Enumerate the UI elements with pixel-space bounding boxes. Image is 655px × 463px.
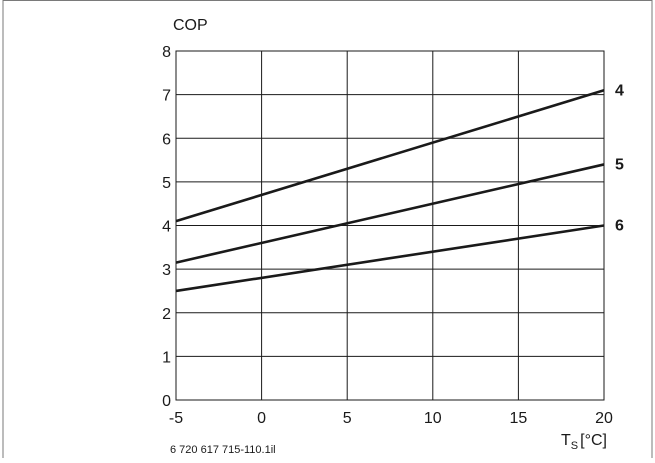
series-line-4 (175, 89, 605, 223)
x-tick-label--5: -5 (169, 410, 183, 427)
series-layer: 4 5 6 (175, 82, 624, 293)
y-tick-label-3: 3 (162, 262, 171, 279)
grid-layer (176, 51, 604, 400)
y-tick-label-1: 1 (162, 349, 171, 366)
series-line-6 (175, 224, 605, 293)
plot-area-border (175, 50, 605, 401)
y-tick-label-5: 5 (162, 175, 171, 192)
x-tick-label-0: 0 (257, 410, 266, 427)
x-axis-title-unit: [°C] (580, 432, 607, 449)
series-label-6: 6 (615, 218, 624, 235)
y-tick-label-8: 8 (162, 44, 171, 61)
y-tick-label-0: 0 (162, 393, 171, 410)
x-axis-title: TS [°C] (561, 432, 607, 452)
x-tick-label-5: 5 (343, 410, 352, 427)
figure-id: 6 720 617 715-110.1il (170, 444, 276, 456)
y-tick-label-4: 4 (162, 219, 171, 236)
series-label-4: 4 (615, 82, 624, 99)
y-axis-title: COP (173, 17, 208, 34)
x-axis-title-main: T (561, 432, 571, 449)
x-tick-label-10: 10 (424, 410, 442, 427)
x-tick-label-15: 15 (510, 410, 528, 427)
y-tick-label-7: 7 (162, 88, 171, 105)
y-tick-label-2: 2 (162, 306, 171, 323)
series-line-5 (175, 163, 605, 264)
x-axis-title-subscript: S (571, 440, 578, 452)
x-tick-label-20: 20 (595, 410, 613, 427)
series-label-5: 5 (615, 156, 624, 173)
y-tick-label-6: 6 (162, 131, 171, 148)
